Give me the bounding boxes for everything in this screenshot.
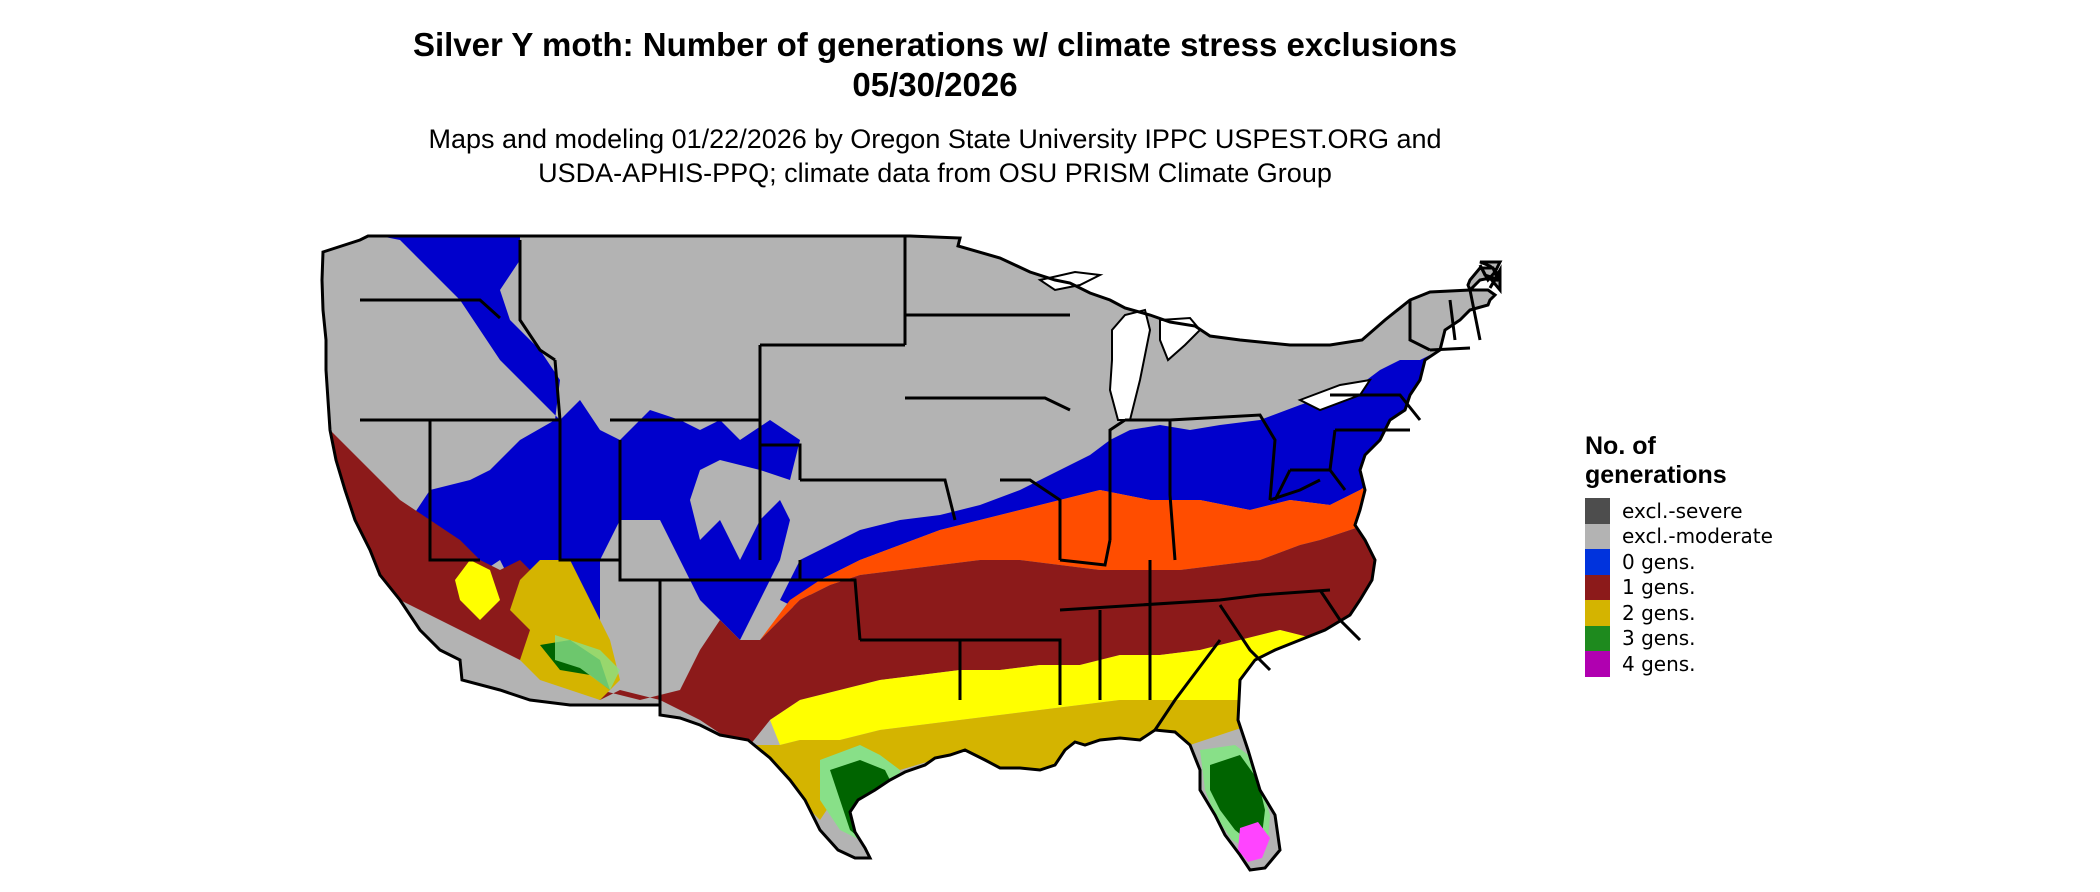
generation-zones: [322, 236, 1500, 870]
legend-item-4-gens: 4 gens.: [1585, 651, 1773, 677]
legend-label: 1 gens.: [1622, 575, 1696, 600]
legend-label: 4 gens.: [1622, 651, 1696, 676]
legend-label: 0 gens.: [1622, 549, 1696, 574]
legend-label: excl.-severe: [1622, 498, 1743, 523]
legend-item-3-gens: 3 gens.: [1585, 625, 1773, 651]
legend-title-line-2: generations: [1585, 461, 1727, 489]
map-date: 05/30/2026: [852, 66, 1018, 103]
legend-swatch: [1585, 625, 1610, 651]
legend-swatch: [1585, 600, 1610, 626]
legend-swatch: [1585, 574, 1610, 600]
legend-item-excl-moderate: excl.-moderate: [1585, 523, 1773, 549]
legend-label: excl.-moderate: [1622, 524, 1773, 549]
legend-swatch: [1585, 498, 1610, 524]
map-subtitle-line-2: USDA-APHIS-PPQ; climate data from OSU PR…: [538, 158, 1332, 188]
legend-item-0-gens: 0 gens.: [1585, 549, 1773, 575]
legend-title: No. of generations: [1585, 432, 1773, 490]
legend-swatch: [1585, 523, 1610, 549]
map-subtitle-line-1: Maps and modeling 01/22/2026 by Oregon S…: [428, 124, 1442, 154]
legend-label: 3 gens.: [1622, 626, 1696, 651]
map-title: Silver Y moth: Number of generations w/ …: [412, 26, 1458, 63]
legend-title-line-1: No. of: [1585, 432, 1656, 460]
legend-item-excl-severe: excl.-severe: [1585, 498, 1773, 524]
legend-label: 2 gens.: [1622, 600, 1696, 625]
state-borders: [320, 234, 1502, 872]
legend-item-2-gens: 2 gens.: [1585, 600, 1773, 626]
legend-item-1-gens: 1 gens.: [1585, 574, 1773, 600]
legend-swatch: [1585, 549, 1610, 575]
legend-swatch: [1585, 651, 1610, 677]
legend: No. of generations excl.-severe excl.-mo…: [1585, 432, 1773, 677]
